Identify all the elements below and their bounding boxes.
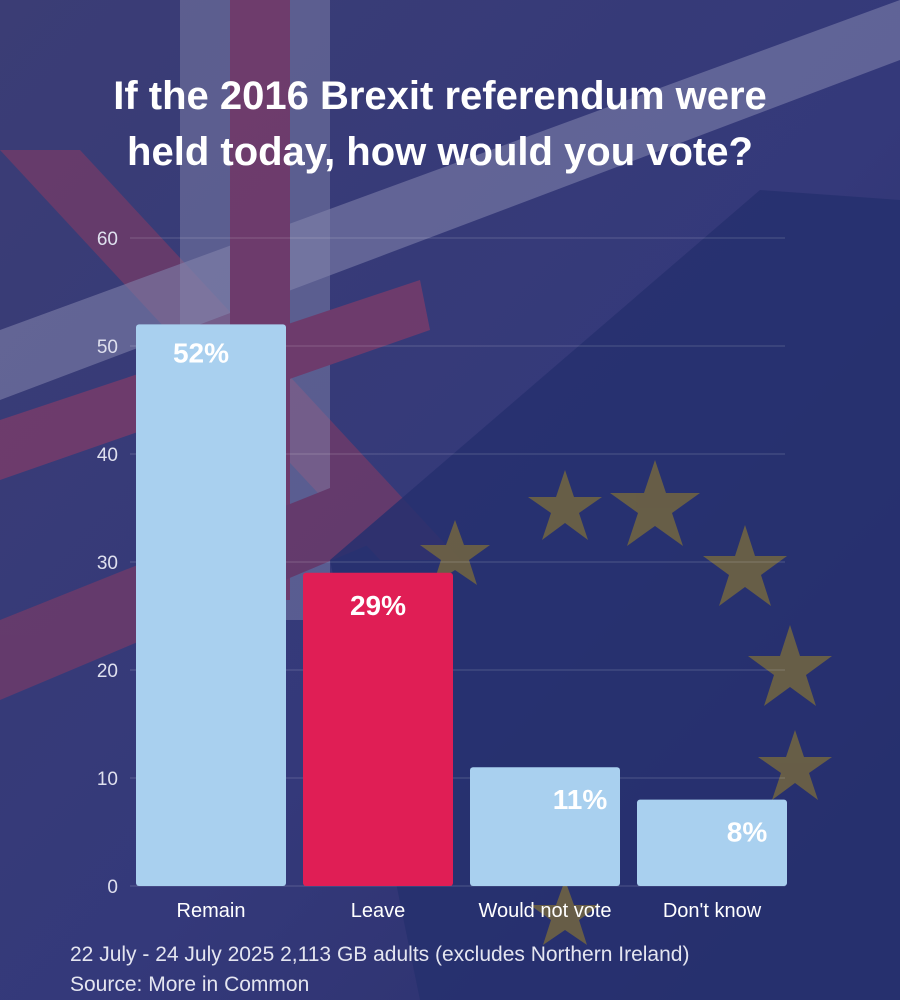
- y-tick-label: 10: [97, 769, 118, 790]
- bar-don-t-know: [637, 799, 787, 886]
- chart-footer: 22 July - 24 July 2025 2,113 GB adults (…: [70, 940, 890, 1000]
- bar-remain: [136, 324, 286, 886]
- title-line-2: held today, how would you vote?: [127, 130, 753, 174]
- chart-title: If the 2016 Brexit referendum were held …: [0, 68, 880, 180]
- x-tick-label: Don't know: [663, 900, 762, 922]
- y-tick-label: 50: [97, 337, 118, 358]
- data-label: 52%: [173, 337, 229, 368]
- title-line-1: If the 2016 Brexit referendum were: [113, 74, 767, 118]
- data-label: 11%: [553, 784, 608, 815]
- date-sample-note: 22 July - 24 July 2025 2,113 GB adults (…: [70, 943, 690, 966]
- data-label: 29%: [350, 590, 406, 621]
- bar-leave: [303, 572, 453, 886]
- y-tick-label: 40: [97, 445, 118, 466]
- y-tick-label: 60: [97, 229, 118, 250]
- source-note: Source: More in Common: [70, 973, 310, 996]
- bar-would-not-vote: [470, 767, 620, 886]
- x-tick-label: Would not vote: [478, 900, 611, 922]
- x-tick-label: Leave: [351, 900, 406, 922]
- y-tick-label: 0: [107, 877, 118, 898]
- x-tick-label: Remain: [177, 900, 246, 922]
- y-tick-label: 30: [97, 553, 118, 574]
- y-tick-label: 20: [97, 661, 118, 682]
- data-label: 8%: [727, 817, 768, 848]
